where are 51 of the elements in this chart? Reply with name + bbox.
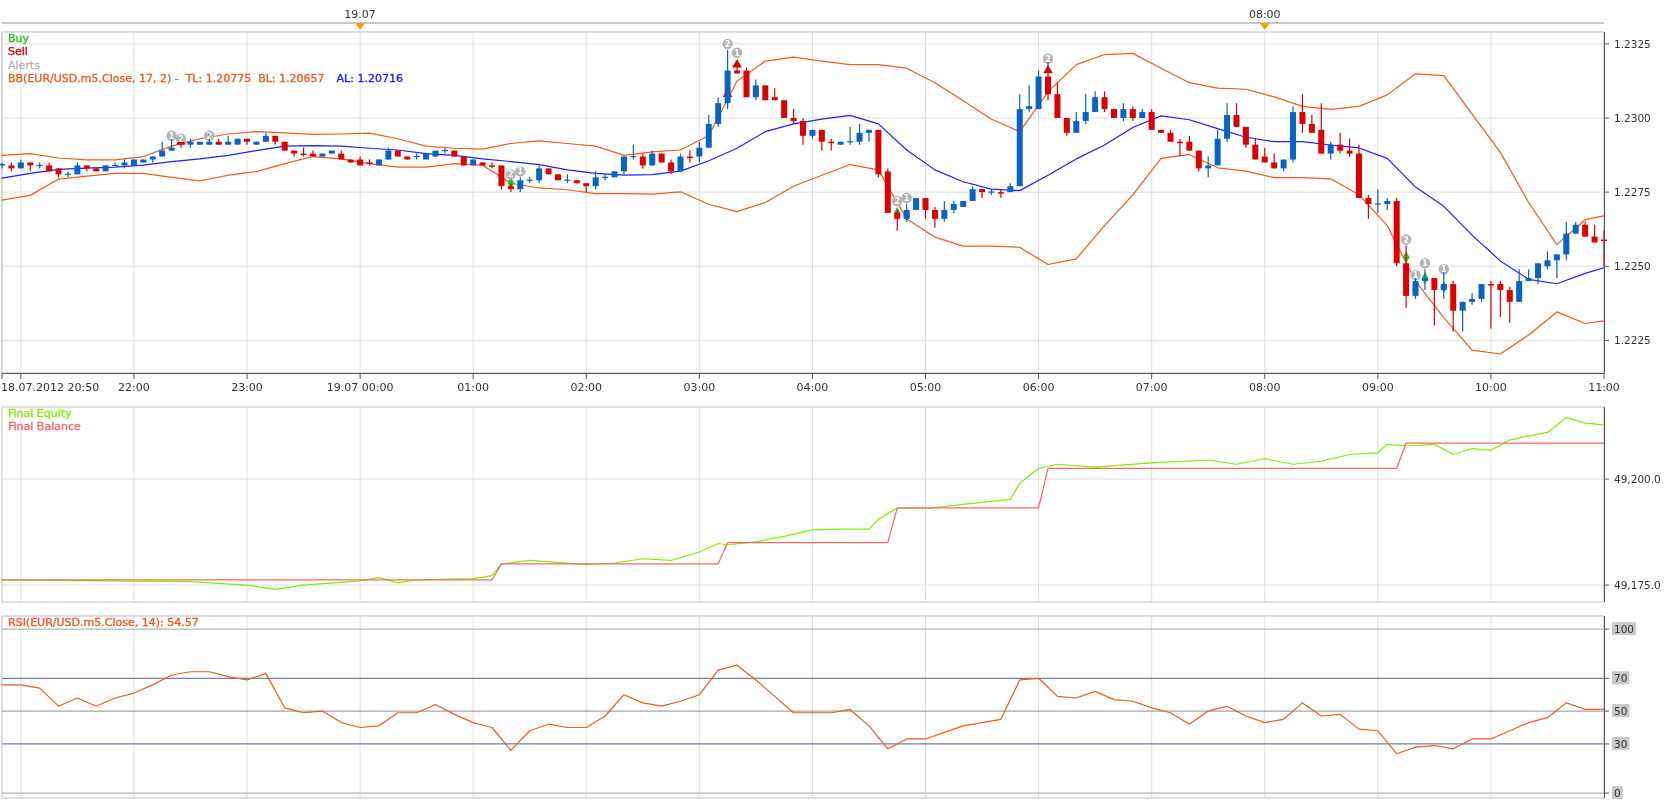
annotation: 1	[903, 194, 910, 204]
y-tick-label: 0	[1614, 787, 1621, 800]
x2-tick-label: 19.07	[344, 8, 376, 21]
y-tick-label: 30	[1614, 737, 1628, 750]
x-tick-label: 01:00	[457, 381, 490, 394]
text: AL: 1.20716	[336, 71, 403, 85]
x-tick-label: 18.07.2012 20:50	[1, 381, 100, 394]
annotation: 1	[734, 48, 741, 58]
x-tick-label: 10:00	[1475, 381, 1507, 394]
x-tick-label: 08:00	[1248, 381, 1281, 394]
x-tick-label: 06:00	[1022, 381, 1055, 394]
annotation: 2	[178, 134, 184, 144]
x-tick-label: 04:00	[796, 381, 829, 394]
y-tick-label: 1.2275	[1614, 186, 1651, 199]
y-tick-label: 1.2300	[1614, 111, 1651, 124]
annotation: 1	[517, 167, 524, 177]
x-tick-label: 09:00	[1361, 381, 1394, 394]
y-tick-label: 70	[1614, 672, 1628, 685]
x-tick-label: 05:00	[909, 381, 942, 394]
y-tick-label: 49,200.0	[1614, 473, 1661, 486]
annotation: 2	[894, 197, 901, 207]
y-tick-label: 49,175.0	[1614, 579, 1661, 592]
annotation: 1	[1422, 259, 1429, 269]
x-tick-label: 11:00	[1588, 381, 1620, 394]
y-tick-label: 1.2325	[1614, 37, 1651, 50]
y-tick-label: 1.2225	[1614, 334, 1651, 347]
annotation: 2	[1045, 54, 1051, 64]
y-tick-label: 1.2250	[1614, 260, 1651, 273]
annotation: 1	[1441, 265, 1448, 275]
annotation: 2	[206, 131, 213, 141]
annotation: 2	[1403, 235, 1409, 245]
x-tick-label: 07:00	[1135, 381, 1168, 394]
text: RSI(EUR/USD.m5.Close, 14): 54.57	[8, 616, 199, 629]
text: Buy	[8, 32, 30, 45]
x-tick-label: 23:00	[231, 381, 263, 394]
text: Final Equity	[8, 407, 73, 420]
annotation: 1	[168, 131, 175, 141]
x2-tick-label: 08:00	[1248, 8, 1281, 21]
annotation: 2	[724, 39, 731, 49]
y-tick-label: 50	[1614, 705, 1628, 718]
x-tick-label: 02:00	[570, 381, 603, 394]
x-tick-label: 03:00	[683, 381, 716, 394]
annotation: 1	[1412, 271, 1419, 281]
text: Alerts	[8, 58, 41, 72]
x-tick-label: 19.07 00:00	[326, 381, 394, 394]
annotation: 2	[508, 170, 514, 180]
text: Sell	[8, 45, 28, 59]
y-tick-label: 100	[1614, 623, 1635, 636]
x-tick-label: 22:00	[118, 381, 150, 394]
text: Final Balance	[8, 420, 81, 434]
text: BB(EUR/USD.m5.Close, 17, 2) - TL: 1.20775 BL: 1.20657	[8, 71, 325, 85]
